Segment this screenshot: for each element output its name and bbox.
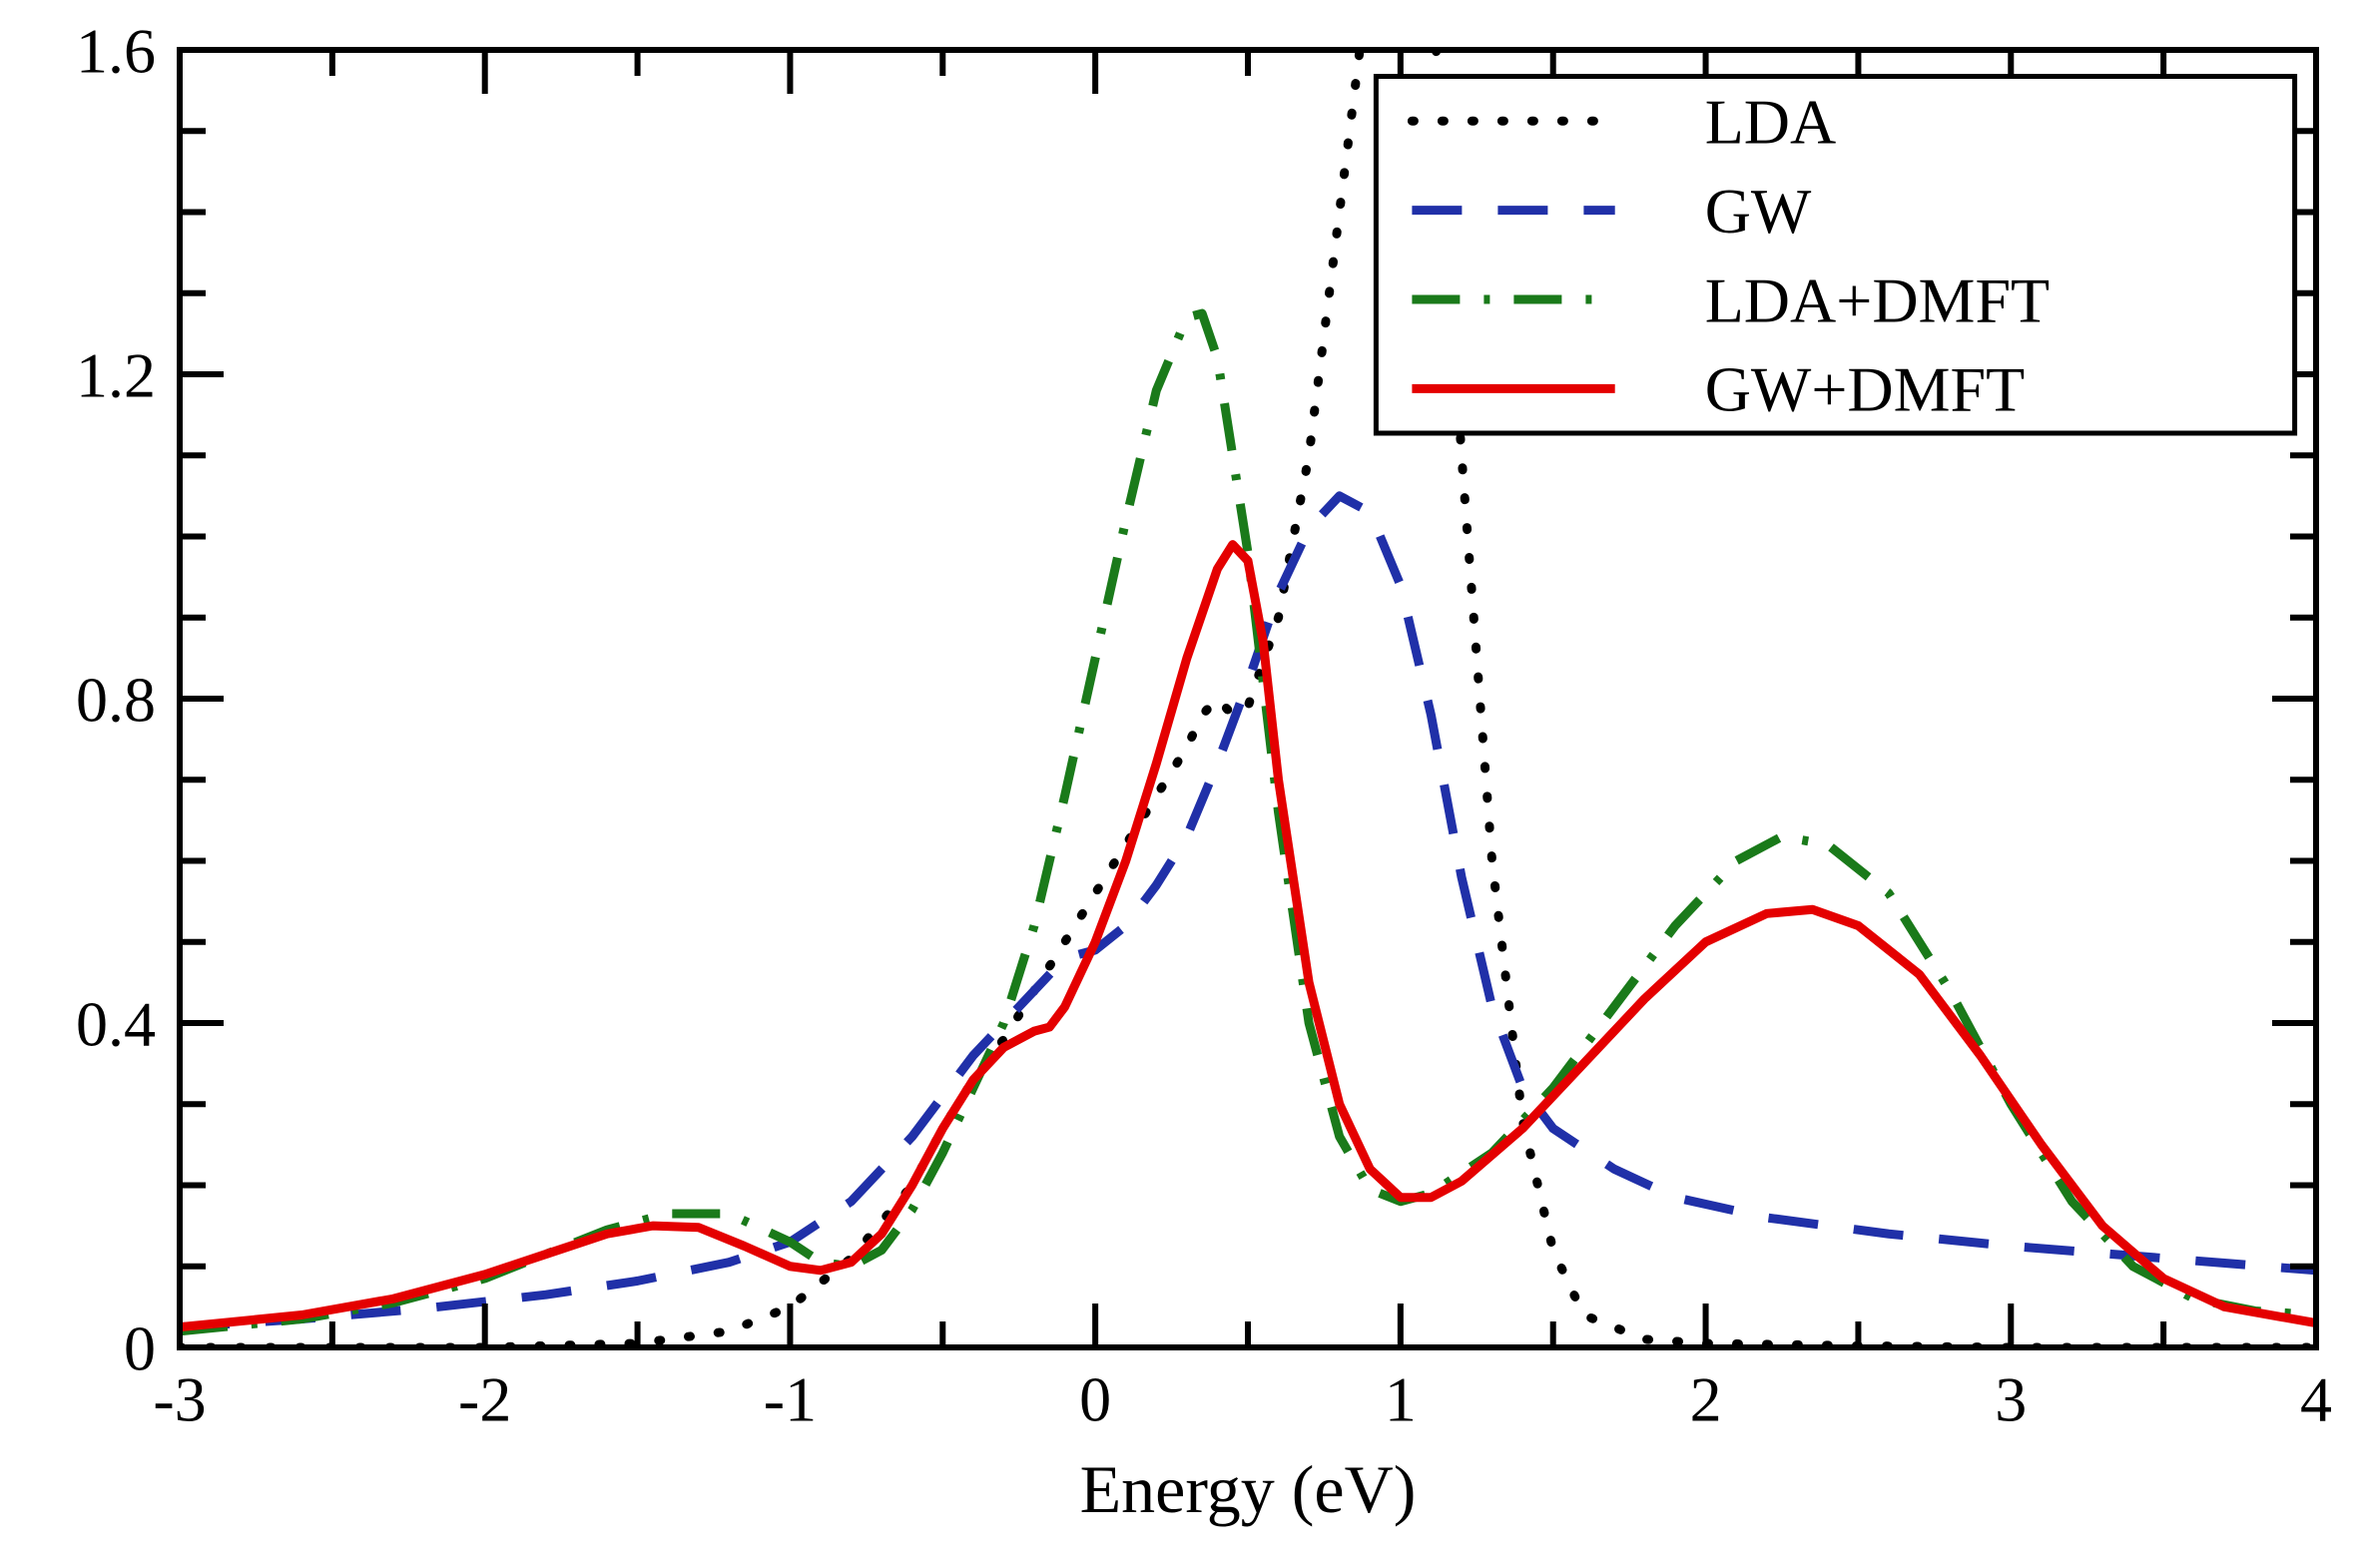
x-tick-label: -1 (764, 1364, 817, 1435)
x-tick-label: 2 (1690, 1364, 1722, 1435)
x-tick-label: -2 (458, 1364, 511, 1435)
legend-label-gw_dmft: GW+DMFT (1705, 354, 2026, 425)
x-tick-label: 0 (1079, 1364, 1111, 1435)
x-tick-label: 1 (1385, 1364, 1417, 1435)
x-axis-label: Energy (eV) (1080, 1451, 1417, 1527)
legend-label-gw: GW (1705, 176, 1812, 247)
y-tick-label: 1.6 (76, 15, 156, 86)
y-tick-label: 1.2 (76, 339, 156, 410)
legend-label-lda_dmft: LDA+DMFT (1705, 264, 2050, 335)
y-tick-label: 0 (124, 1312, 156, 1383)
x-tick-label: 4 (2300, 1364, 2332, 1435)
legend-label-lda: LDA (1705, 87, 1837, 158)
legend: LDA GW LDA+DMFT GW+DMFT (1376, 77, 2294, 434)
x-tick-label: 3 (1995, 1364, 2027, 1435)
x-tick-label: -3 (153, 1364, 206, 1435)
chart-container: -3 -2 -1 0 1 2 3 4 0 0.4 0.8 1.2 1.6 Energy (eV) LDA GW… (0, 0, 2364, 1568)
y-tick-label: 0.8 (76, 664, 156, 735)
line-chart: -3 -2 -1 0 1 2 3 4 0 0.4 0.8 1.2 1.6 Energy (eV) LDA GW… (0, 0, 2364, 1568)
y-tick-label: 0.4 (76, 988, 156, 1059)
